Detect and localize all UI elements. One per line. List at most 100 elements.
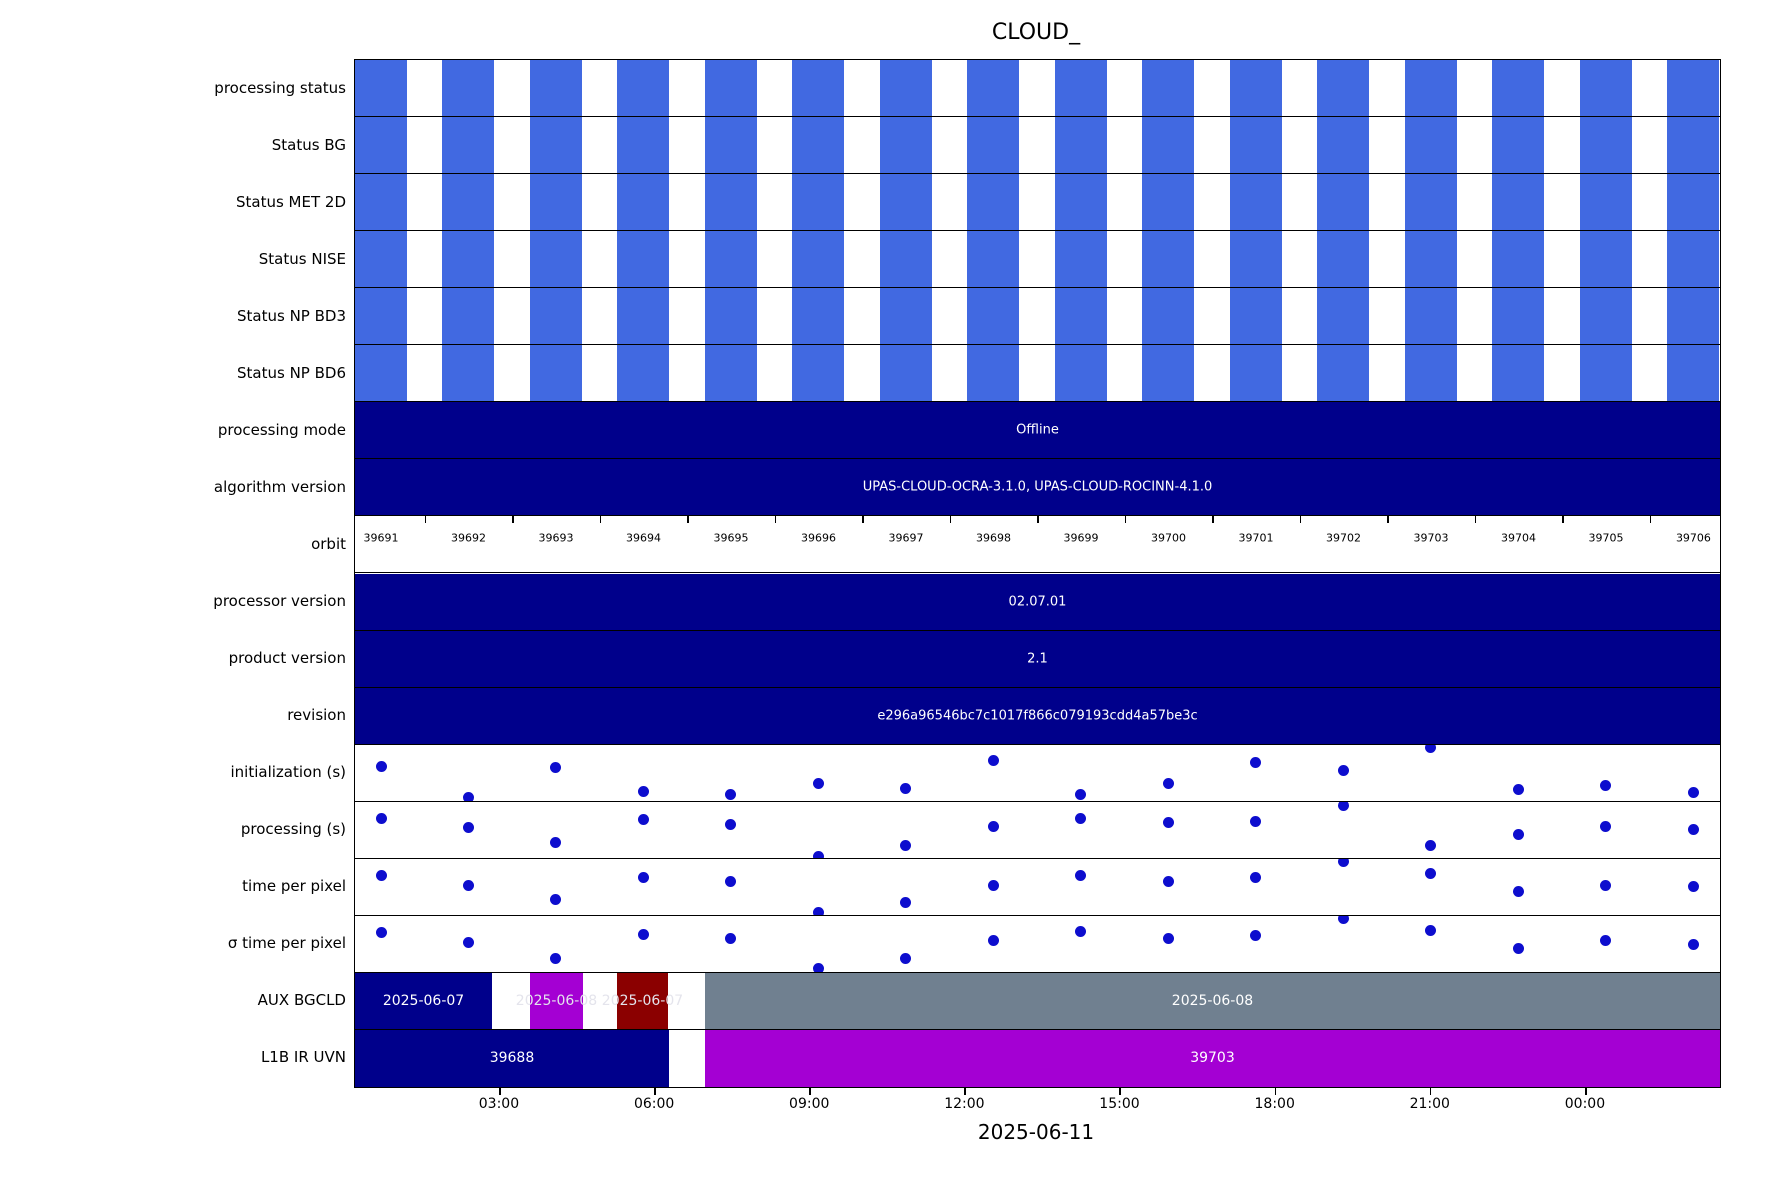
x-axis-tick-label: 18:00 (1254, 1096, 1295, 1112)
row-label-segments: L1B IR UVN (260, 1048, 346, 1067)
row-label-stripes: processing status (214, 78, 346, 97)
x-axis-tick-label: 03:00 (478, 1096, 520, 1112)
x-axis-tick (498, 1087, 501, 1095)
x-axis-tick-label: 09:00 (789, 1096, 830, 1112)
orbit-boundary-tick (1037, 516, 1039, 524)
status-stripe-bar (442, 288, 495, 345)
orbit-boundary-tick (424, 516, 427, 524)
scatter-dot (1075, 789, 1087, 801)
scatter-dot (987, 821, 999, 833)
orbit-number: 39702 (1325, 531, 1361, 545)
status-stripe-bar (1404, 288, 1457, 345)
x-axis-tick (1584, 1087, 1587, 1095)
status-stripe-bar (355, 231, 407, 288)
status-stripe-bar (1667, 231, 1720, 288)
status-stripe-bar (1404, 117, 1457, 174)
status-stripe-bar (704, 117, 757, 174)
plot-area: Offline UPAS-CLOUD-OCRA-3.1.0, UPAS-CLOUD… (354, 59, 1721, 1088)
status-stripe-bar (1404, 60, 1457, 117)
scatter-dot (1162, 777, 1174, 789)
scatter-dot (987, 879, 999, 891)
orbit-number: 39699 (1063, 531, 1099, 545)
status-stripe-bar (1229, 60, 1282, 117)
status-stripe-bar (1054, 288, 1107, 345)
orbit-boundary-tick (949, 516, 952, 524)
timeline-segment (529, 972, 583, 1029)
timeline-segment (704, 1029, 1720, 1087)
status-stripe-bar (1317, 174, 1370, 231)
row-label-scatter: σ time per pixel (227, 934, 346, 953)
status-stripe-bar (879, 231, 932, 288)
row-label-scatter: initialization (s) (230, 763, 346, 782)
row-label-scatter: processing (s) (240, 820, 346, 839)
status-stripe-bar (1579, 60, 1632, 117)
x-axis-tick (1429, 1087, 1432, 1095)
scatter-dot (1075, 926, 1087, 938)
status-stripe-bar (1054, 60, 1107, 117)
status-stripe-bar (355, 288, 407, 345)
row-band-text: 2.1 (355, 630, 1720, 688)
scatter-dot (987, 755, 999, 767)
status-stripe-bar (704, 231, 757, 288)
row-band-stripes (355, 60, 1720, 118)
scatter-dot (1600, 821, 1612, 833)
status-stripe-bar (704, 288, 757, 345)
status-stripe-bar (1229, 174, 1282, 231)
status-stripe-bar (704, 60, 757, 117)
scatter-dot (900, 897, 912, 909)
x-axis-tick (964, 1087, 967, 1095)
scatter-dot (637, 814, 649, 826)
orbit-boundary-tick (687, 516, 689, 524)
status-stripe-bar (529, 117, 582, 174)
status-stripe-bar (1579, 117, 1632, 174)
orbit-boundary-tick (774, 516, 777, 524)
scatter-dot (725, 933, 737, 945)
scatter-dot (462, 936, 474, 948)
scatter-dot (1250, 816, 1262, 828)
orbit-number: 39701 (1238, 531, 1274, 545)
status-stripe-bar (1579, 231, 1632, 288)
status-stripe-bar (792, 231, 845, 288)
orbit-boundary-tick (1562, 516, 1564, 524)
status-stripe-bar (1142, 174, 1195, 231)
scatter-dot (1425, 744, 1437, 754)
status-stripe-bar (1579, 288, 1632, 345)
x-axis-tick-label: 06:00 (633, 1096, 675, 1112)
status-stripe-bar (1229, 117, 1282, 174)
status-stripe-bar (442, 345, 495, 402)
scatter-dot (550, 761, 562, 773)
x-axis-tick-label: 15:00 (1099, 1096, 1140, 1112)
scatter-dot (812, 777, 824, 789)
scatter-dot (1337, 915, 1349, 925)
info-row-value: 2.1 (1027, 651, 1048, 667)
status-stripe-bar (1229, 231, 1282, 288)
status-stripe-bar (967, 174, 1020, 231)
status-stripe-bar (1054, 231, 1107, 288)
status-stripe-bar (704, 345, 757, 402)
scatter-dot (812, 907, 824, 915)
status-stripe-bar (792, 174, 845, 231)
scatter-dot (1337, 801, 1349, 812)
orbit-number: 39696 (800, 531, 836, 545)
status-stripe-bar (879, 345, 932, 402)
status-stripe-bar (355, 174, 407, 231)
status-stripe-bar (442, 117, 495, 174)
scatter-dot (1337, 858, 1349, 868)
status-stripe-bar (1667, 60, 1720, 117)
row-label-orbits: orbit (311, 534, 346, 553)
row-band-text: 02.07.01 (355, 573, 1720, 631)
status-stripe-bar (617, 345, 670, 402)
status-stripe-bar (967, 117, 1020, 174)
status-stripe-bar (879, 288, 932, 345)
status-stripe-bar (1142, 231, 1195, 288)
orbit-boundary-tick (862, 516, 864, 524)
row-band-text: Offline (355, 402, 1720, 460)
scatter-dot (550, 837, 562, 849)
status-stripe-bar (967, 231, 1020, 288)
scatter-dot (1162, 932, 1174, 944)
status-stripe-bar (704, 174, 757, 231)
scatter-dot (1075, 870, 1087, 882)
status-stripe-bar (1492, 117, 1545, 174)
status-stripe-bar (792, 288, 845, 345)
